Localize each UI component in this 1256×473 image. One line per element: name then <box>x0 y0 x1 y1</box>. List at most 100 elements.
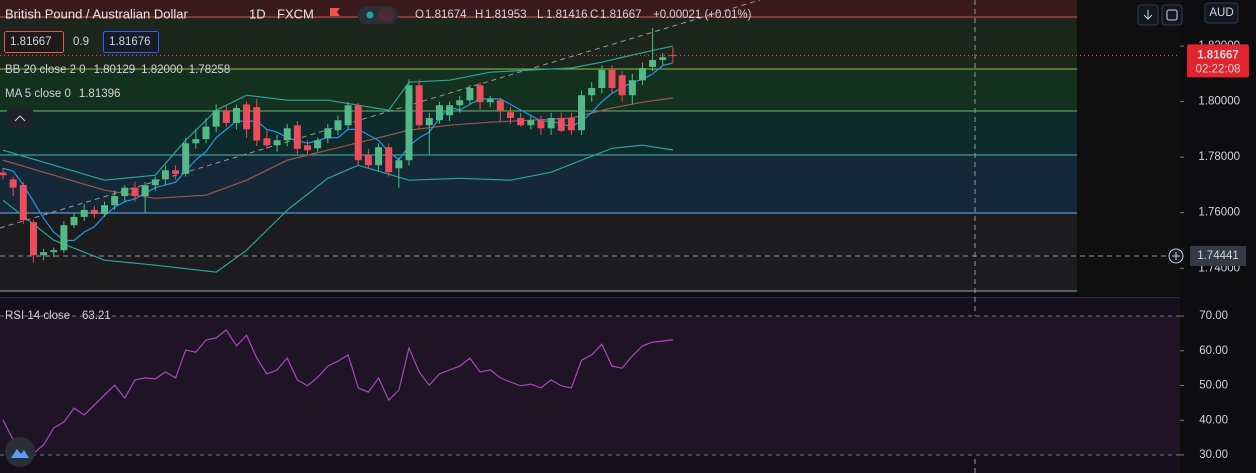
candle-body <box>334 120 342 131</box>
candle-body <box>628 80 636 96</box>
candle-body <box>608 69 616 89</box>
indicator-value: 1.78258 <box>189 64 231 76</box>
zone <box>0 0 1077 17</box>
flag-icon[interactable] <box>330 8 340 16</box>
zone <box>0 155 1077 213</box>
ohlc-value: 1.81416 <box>546 9 588 21</box>
y-tick-label: 1.80000 <box>1198 96 1240 108</box>
axis-layer: 1.740001.760001.780001.800001.820001.816… <box>1168 40 1249 461</box>
candle-body <box>151 179 159 186</box>
ohlc-value: 1.81667 <box>600 9 642 21</box>
candle-body <box>80 209 88 217</box>
candle-body <box>364 155 372 166</box>
candle-body <box>232 108 240 124</box>
ohlc-letter: H <box>475 9 483 21</box>
logo-icon <box>11 449 29 458</box>
candle-body <box>192 139 200 144</box>
candle-body <box>141 185 149 197</box>
candle-body <box>182 143 190 174</box>
candle-body <box>131 187 139 197</box>
status-dot <box>378 8 394 22</box>
rsi-title: RSI 14 close <box>5 310 70 322</box>
candle-body <box>537 120 545 129</box>
y-tick-label: 60.00 <box>1199 345 1228 357</box>
candle-body <box>557 118 565 131</box>
candle-body <box>385 147 393 173</box>
bid: 1.81667 <box>10 36 52 48</box>
candle-body <box>172 170 180 174</box>
last-price: 1.81667 <box>1197 49 1239 61</box>
collapse-icon <box>14 115 26 122</box>
reset-button[interactable] <box>1161 4 1183 26</box>
candle-body <box>212 110 220 127</box>
candle-body <box>19 184 27 221</box>
candle-body <box>0 172 7 176</box>
y-tick-label: 40.00 <box>1199 414 1228 426</box>
plot-layer <box>0 28 1180 454</box>
scroll-icon <box>1143 10 1153 20</box>
candle-body <box>253 107 261 141</box>
zone <box>0 111 1077 155</box>
ohlc-letter: L <box>537 9 544 21</box>
quote-currency: AUD <box>1209 7 1233 19</box>
y-tick-label: 1.78000 <box>1198 151 1240 163</box>
status-dot <box>366 11 374 19</box>
logo <box>5 437 35 467</box>
candle-body <box>293 125 301 149</box>
collapse-button[interactable] <box>7 108 33 128</box>
candle-body <box>344 105 352 126</box>
candle-body <box>649 59 657 67</box>
zone <box>0 17 1077 69</box>
ohlc-value: 1.81674 <box>425 9 467 21</box>
spread: 0.9 <box>73 36 89 48</box>
candle-body <box>425 118 433 126</box>
marker-add-icon <box>1172 251 1180 260</box>
marker-price: 1.74441 <box>1197 250 1239 262</box>
candle-body <box>618 75 626 96</box>
candle-body <box>60 225 68 251</box>
candle-body <box>263 138 271 146</box>
candle-body <box>517 118 525 126</box>
candle-body <box>496 100 504 111</box>
candle-body <box>405 85 413 161</box>
candle-body <box>476 85 484 103</box>
ask: 1.81676 <box>109 36 151 48</box>
candle-body <box>283 128 291 141</box>
candle-body <box>324 128 332 139</box>
trend-line <box>0 0 761 229</box>
candle-body <box>161 170 169 180</box>
rsi-band-fill <box>0 316 1180 455</box>
candle-body <box>121 187 129 197</box>
candle-body <box>29 222 37 256</box>
bid-box[interactable] <box>4 31 64 53</box>
indicator-value: 1.80129 <box>94 64 136 76</box>
y-tick-label: 70.00 <box>1199 310 1228 322</box>
indicator-value: 1.81396 <box>79 88 121 100</box>
candle-body <box>304 145 311 151</box>
indicator-name: BB 20 close 2 0 <box>5 64 86 76</box>
candle-body <box>40 252 48 256</box>
candle-body <box>527 120 535 126</box>
rsi-line <box>2 329 673 454</box>
change: +0.00021 (+0.01%) <box>653 9 752 21</box>
candle-body <box>243 104 251 130</box>
indicator-name: MA 5 close 0 <box>5 88 71 100</box>
candle-body <box>395 160 403 169</box>
candle-body <box>547 118 555 129</box>
candle-body <box>202 126 210 140</box>
candle-body <box>273 140 281 146</box>
ask-box[interactable] <box>103 31 159 53</box>
candle-body <box>567 118 575 131</box>
candle-body <box>9 179 17 188</box>
reset-icon <box>1166 9 1178 21</box>
currency-button[interactable] <box>1204 2 1239 24</box>
ohlc-letter: C <box>590 9 598 21</box>
price-axis-bg <box>1180 0 1256 473</box>
rsi-band-layer <box>0 315 1180 456</box>
candle-body <box>90 209 98 215</box>
candle-body <box>415 85 423 126</box>
zone <box>0 213 1077 291</box>
candle-body <box>446 105 454 116</box>
